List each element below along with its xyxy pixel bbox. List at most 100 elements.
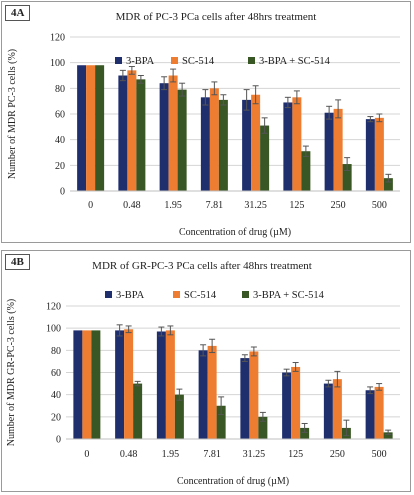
x-axis-label: Concentration of drug (µM) — [179, 227, 291, 238]
x-tick-label: 250 — [330, 449, 345, 460]
x-tick-label: 500 — [372, 200, 387, 211]
x-axis-label: Concentration of drug (µM) — [177, 476, 289, 487]
chart-panel-4a: 4A MDR of PC-3 PCa cells after 48hrs tre… — [1, 1, 411, 243]
x-tick-label: 7.81 — [203, 449, 221, 460]
bar — [301, 151, 311, 191]
bar — [291, 366, 301, 439]
bar — [127, 70, 137, 191]
bar — [251, 94, 261, 191]
x-tick-label: 500 — [372, 449, 387, 460]
legend-label: 3-BPA — [116, 290, 145, 301]
y-tick-label: 0 — [56, 435, 61, 446]
bar — [115, 330, 125, 439]
bar — [174, 394, 184, 439]
legend-swatch — [171, 57, 178, 64]
chart-title: MDR of GR-PC-3 PCa cells after 48hrs tre… — [92, 260, 312, 272]
legend-swatch — [105, 291, 112, 298]
x-tick-label: 0.48 — [120, 449, 138, 460]
bar-chart-4b: MDR of GR-PC-3 PCa cells after 48hrs tre… — [6, 260, 400, 487]
bar — [240, 358, 250, 439]
bar — [282, 372, 292, 439]
bar — [374, 386, 384, 439]
legend-swatch — [242, 291, 249, 298]
bar — [168, 75, 178, 191]
bar — [77, 65, 87, 191]
x-tick-label: 0 — [88, 200, 93, 211]
bar — [207, 345, 217, 439]
bar — [333, 108, 343, 191]
panel-label: 4A — [5, 5, 31, 21]
bar — [323, 383, 333, 439]
bar — [383, 178, 393, 191]
bar — [283, 102, 293, 191]
bar — [133, 383, 143, 439]
y-tick-label: 40 — [55, 135, 65, 146]
legend-swatch — [173, 291, 180, 298]
bar — [118, 75, 128, 191]
y-tick-label: 0 — [60, 187, 65, 198]
y-tick-label: 60 — [51, 368, 61, 379]
bar — [218, 99, 228, 191]
bar — [300, 427, 310, 439]
legend-label: 3-BPA + SC-514 — [253, 290, 325, 301]
bar — [124, 329, 134, 439]
legend-label: SC-514 — [182, 56, 215, 67]
bar — [342, 164, 352, 191]
legend-swatch — [248, 57, 255, 64]
y-axis-label: Number of MDR PC-3 cells (%) — [7, 49, 18, 179]
x-tick-label: 7.81 — [206, 200, 224, 211]
bar — [95, 65, 105, 191]
bar — [198, 350, 208, 439]
x-tick-label: 250 — [331, 200, 346, 211]
legend-label: SC-514 — [184, 290, 217, 301]
y-tick-label: 80 — [55, 84, 65, 95]
y-tick-label: 20 — [55, 161, 65, 172]
panel-label: 4B — [5, 254, 30, 270]
bar — [383, 432, 393, 439]
x-tick-label: 31.25 — [244, 200, 267, 211]
y-axis-label: Number of MDR GR-PC-3 cells (%) — [6, 299, 17, 446]
bar — [73, 330, 83, 439]
bar — [242, 99, 252, 191]
bar — [91, 330, 101, 439]
x-tick-label: 31.25 — [243, 449, 266, 460]
bar — [165, 330, 175, 439]
chart-panel-4b: 4B MDR of GR-PC-3 PCa cells after 48hrs … — [1, 250, 411, 492]
bar — [258, 416, 268, 439]
x-tick-label: 1.95 — [164, 200, 182, 211]
bar — [365, 390, 375, 439]
x-tick-label: 125 — [288, 449, 303, 460]
bar — [292, 97, 302, 191]
y-tick-label: 60 — [55, 110, 65, 121]
y-tick-label: 120 — [50, 33, 65, 44]
bar — [324, 112, 334, 191]
legend-label: 3-BPA + SC-514 — [259, 56, 331, 67]
bar — [260, 125, 270, 191]
y-tick-label: 120 — [46, 302, 61, 313]
y-tick-label: 80 — [51, 346, 61, 357]
bar — [156, 331, 166, 439]
bar — [374, 117, 384, 191]
legend-swatch — [115, 57, 122, 64]
chart-title: MDR of PC-3 PCa cells after 48hrs treatm… — [116, 11, 317, 23]
y-tick-label: 20 — [51, 412, 61, 423]
bar — [209, 88, 219, 191]
bar — [136, 79, 146, 191]
x-tick-label: 1.95 — [162, 449, 180, 460]
x-tick-label: 0 — [84, 449, 89, 460]
bar — [86, 65, 96, 191]
bar-chart-4a: MDR of PC-3 PCa cells after 48hrs treatm… — [7, 11, 400, 238]
bar — [216, 405, 226, 439]
bar — [82, 330, 92, 439]
bar — [365, 119, 375, 191]
y-tick-label: 100 — [46, 324, 61, 335]
bar — [332, 379, 342, 439]
y-tick-label: 40 — [51, 390, 61, 401]
bar — [200, 97, 210, 191]
bar — [177, 89, 187, 191]
y-tick-label: 100 — [50, 58, 65, 69]
bar — [249, 351, 259, 439]
x-tick-label: 0.48 — [123, 200, 141, 211]
x-tick-label: 125 — [289, 200, 304, 211]
legend-label: 3-BPA — [126, 56, 155, 67]
